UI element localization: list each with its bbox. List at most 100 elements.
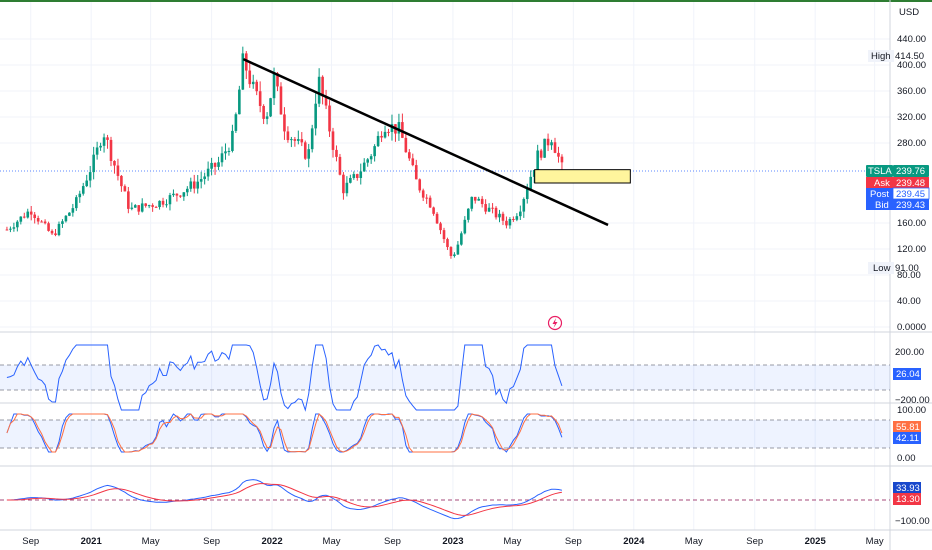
candle-body [276,73,279,87]
stoch-d-tag[interactable]: 42.11 [893,432,921,444]
candle-body [75,197,78,209]
cci-axis[interactable]: 200.00 −200.00 [895,347,930,406]
support-zone-rect[interactable] [534,169,631,184]
candle-body [491,207,494,209]
candle-body [161,200,165,205]
price-axis-label: 320.00 [897,112,926,123]
stoch-k-tag[interactable]: 55.81 [893,421,921,433]
candle-body [102,137,106,146]
candle-body [116,165,120,176]
price-axis-label: 400.00 [897,60,926,71]
candle-body [29,211,33,215]
time-axis-label: Sep [22,536,39,547]
candle-body [71,208,75,213]
candle-body [501,213,505,221]
candle-body [297,139,300,141]
candle-body [182,192,186,197]
candle-body [439,223,442,231]
time-axis-label: 2024 [623,536,645,547]
macd-signal-tag[interactable]: 13.30 [893,493,921,505]
candle-body [85,180,89,187]
candle-body [258,91,262,106]
candle-body [286,131,290,141]
candle-body [442,230,446,240]
candle-body [210,162,213,169]
candle-body [189,181,193,189]
candle-body [248,70,252,85]
macd-tag[interactable]: 33.93 [893,482,921,494]
candle-body [473,196,477,201]
candle-body [338,156,342,175]
cci-value-tag[interactable]: 26.04 [893,368,921,380]
time-axis-label: Sep [565,536,582,547]
candle-body [342,174,345,194]
ask-tag[interactable]: Ask 239.48 [866,177,929,189]
time-axis-label: 2025 [805,536,827,547]
time-axis-label: 2021 [81,536,103,547]
candle-body [262,105,265,119]
stoch-axis-label: 100.00 [897,405,926,416]
stoch-d-value: 42.11 [896,433,919,444]
candle-body [54,233,57,236]
lightning-icon[interactable] [547,315,563,331]
symbol-tag[interactable]: TSLA 239.76 [866,165,929,177]
stoch-axis-label: 0.00 [897,453,916,464]
bid-tag[interactable]: Bid 239.43 [866,199,929,211]
candle-body [303,142,307,159]
price-axis-label: 80.00 [897,270,921,281]
candle-body [383,131,387,138]
high-value: 414.50 [895,51,924,62]
post-tag-value: 239.45 [896,189,925,200]
candlestick-series[interactable] [5,46,564,259]
candle-body [36,218,40,222]
candle-body [213,162,217,167]
candle-body [539,150,543,158]
candle-body [324,96,328,106]
candle-body [328,105,331,132]
post-tag-label: Post [870,189,889,200]
candle-body [265,116,269,119]
candle-body [321,76,324,97]
symbol-tag-value: 239.76 [896,166,925,177]
trendline[interactable] [242,58,609,227]
candle-body [414,165,418,180]
low-marker: Low 91.00 [868,262,919,274]
candle-body [95,147,99,155]
cci-band [0,364,890,391]
candle-body [199,179,203,182]
candle-body [553,142,557,153]
candle-body [269,98,272,117]
price-axis[interactable]: 440.00 400.00 360.00 320.00 280.00 160.00 120.… [897,34,926,333]
candle-body [279,86,283,115]
time-axis[interactable]: Sep 2021 May Sep 2022 May Sep 2023 May Sep 2024 May… [22,536,884,547]
candle-body [16,221,19,228]
candle-body [421,190,425,198]
candle-body [362,162,366,172]
candle-body [9,228,12,230]
candle-body [293,139,297,141]
post-tag[interactable]: Post 239.45 [866,187,930,200]
candle-body [369,156,373,160]
candle-body [231,130,234,151]
candle-body [158,200,161,208]
candle-body [307,149,311,159]
candle-body [404,137,408,153]
candle-body [366,159,369,163]
candle-body [453,254,456,256]
candle-body [557,152,560,157]
cci-value: 26.04 [896,369,920,380]
time-axis-label: Sep [384,536,401,547]
candle-body [508,219,512,226]
time-axis-label: May [685,536,703,547]
macd-axis[interactable]: −100.00 [895,516,930,527]
candle-body [255,81,258,92]
candle-body [522,199,526,212]
cci-line [6,344,563,412]
candle-body [127,191,130,209]
stoch-axis[interactable]: 100.00 0.00 [897,405,926,464]
currency-label[interactable]: USD [899,7,919,18]
candle-body [359,171,363,178]
candle-body [480,198,484,205]
time-axis-label: Sep [203,536,220,547]
